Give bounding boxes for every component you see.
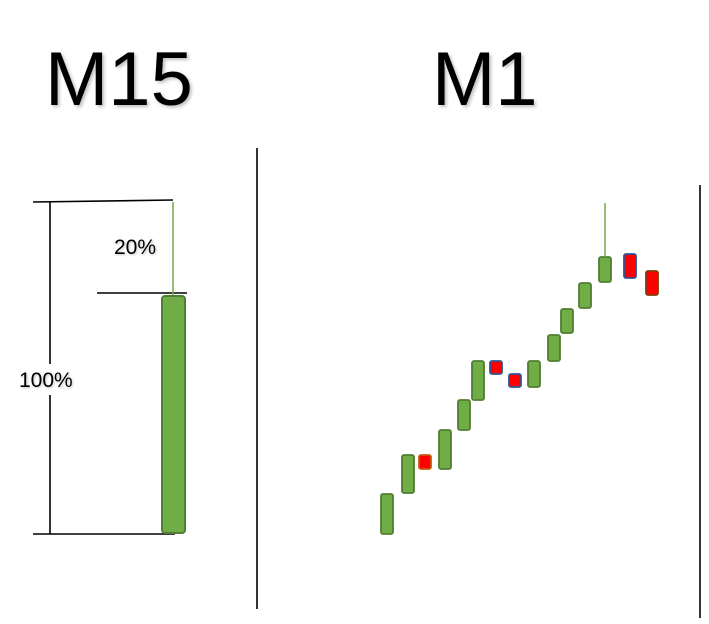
bullish-candle-9 <box>527 360 541 388</box>
m15-candle-body <box>161 295 186 534</box>
bullish-candle-5 <box>457 399 471 431</box>
range-percent-label: 100% <box>19 369 73 392</box>
bullish-candle-4 <box>438 429 452 470</box>
bearish-candle-8 <box>508 373 522 388</box>
bearish-candle-15 <box>645 270 659 296</box>
bullish-candle-6 <box>471 360 485 401</box>
bearish-candle-14 <box>623 253 637 279</box>
bullish-candle-2 <box>401 454 415 494</box>
bullish-candle-10 <box>547 334 561 362</box>
wick-percent-label: 20% <box>114 236 157 259</box>
bearish-candle-3 <box>418 454 432 470</box>
m1-candles <box>380 203 659 535</box>
bullish-candle-11 <box>560 308 574 334</box>
m15-title: M15 <box>45 37 193 122</box>
top-range-line <box>32 199 174 203</box>
bullish-candle-1 <box>380 493 394 535</box>
bullish-candle-12 <box>578 282 592 309</box>
m1-title: M1 <box>432 37 538 122</box>
bullish-candle-13 <box>598 256 612 283</box>
bearish-candle-7 <box>489 360 503 375</box>
